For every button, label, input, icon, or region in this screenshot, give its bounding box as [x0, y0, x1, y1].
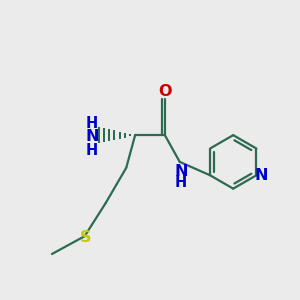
Text: N: N	[85, 129, 99, 144]
Text: N: N	[175, 164, 188, 179]
Text: H: H	[175, 175, 187, 190]
Text: H: H	[86, 116, 98, 131]
Text: O: O	[158, 84, 172, 99]
Text: S: S	[80, 230, 92, 245]
Text: H: H	[86, 142, 98, 158]
Text: N: N	[254, 168, 268, 183]
